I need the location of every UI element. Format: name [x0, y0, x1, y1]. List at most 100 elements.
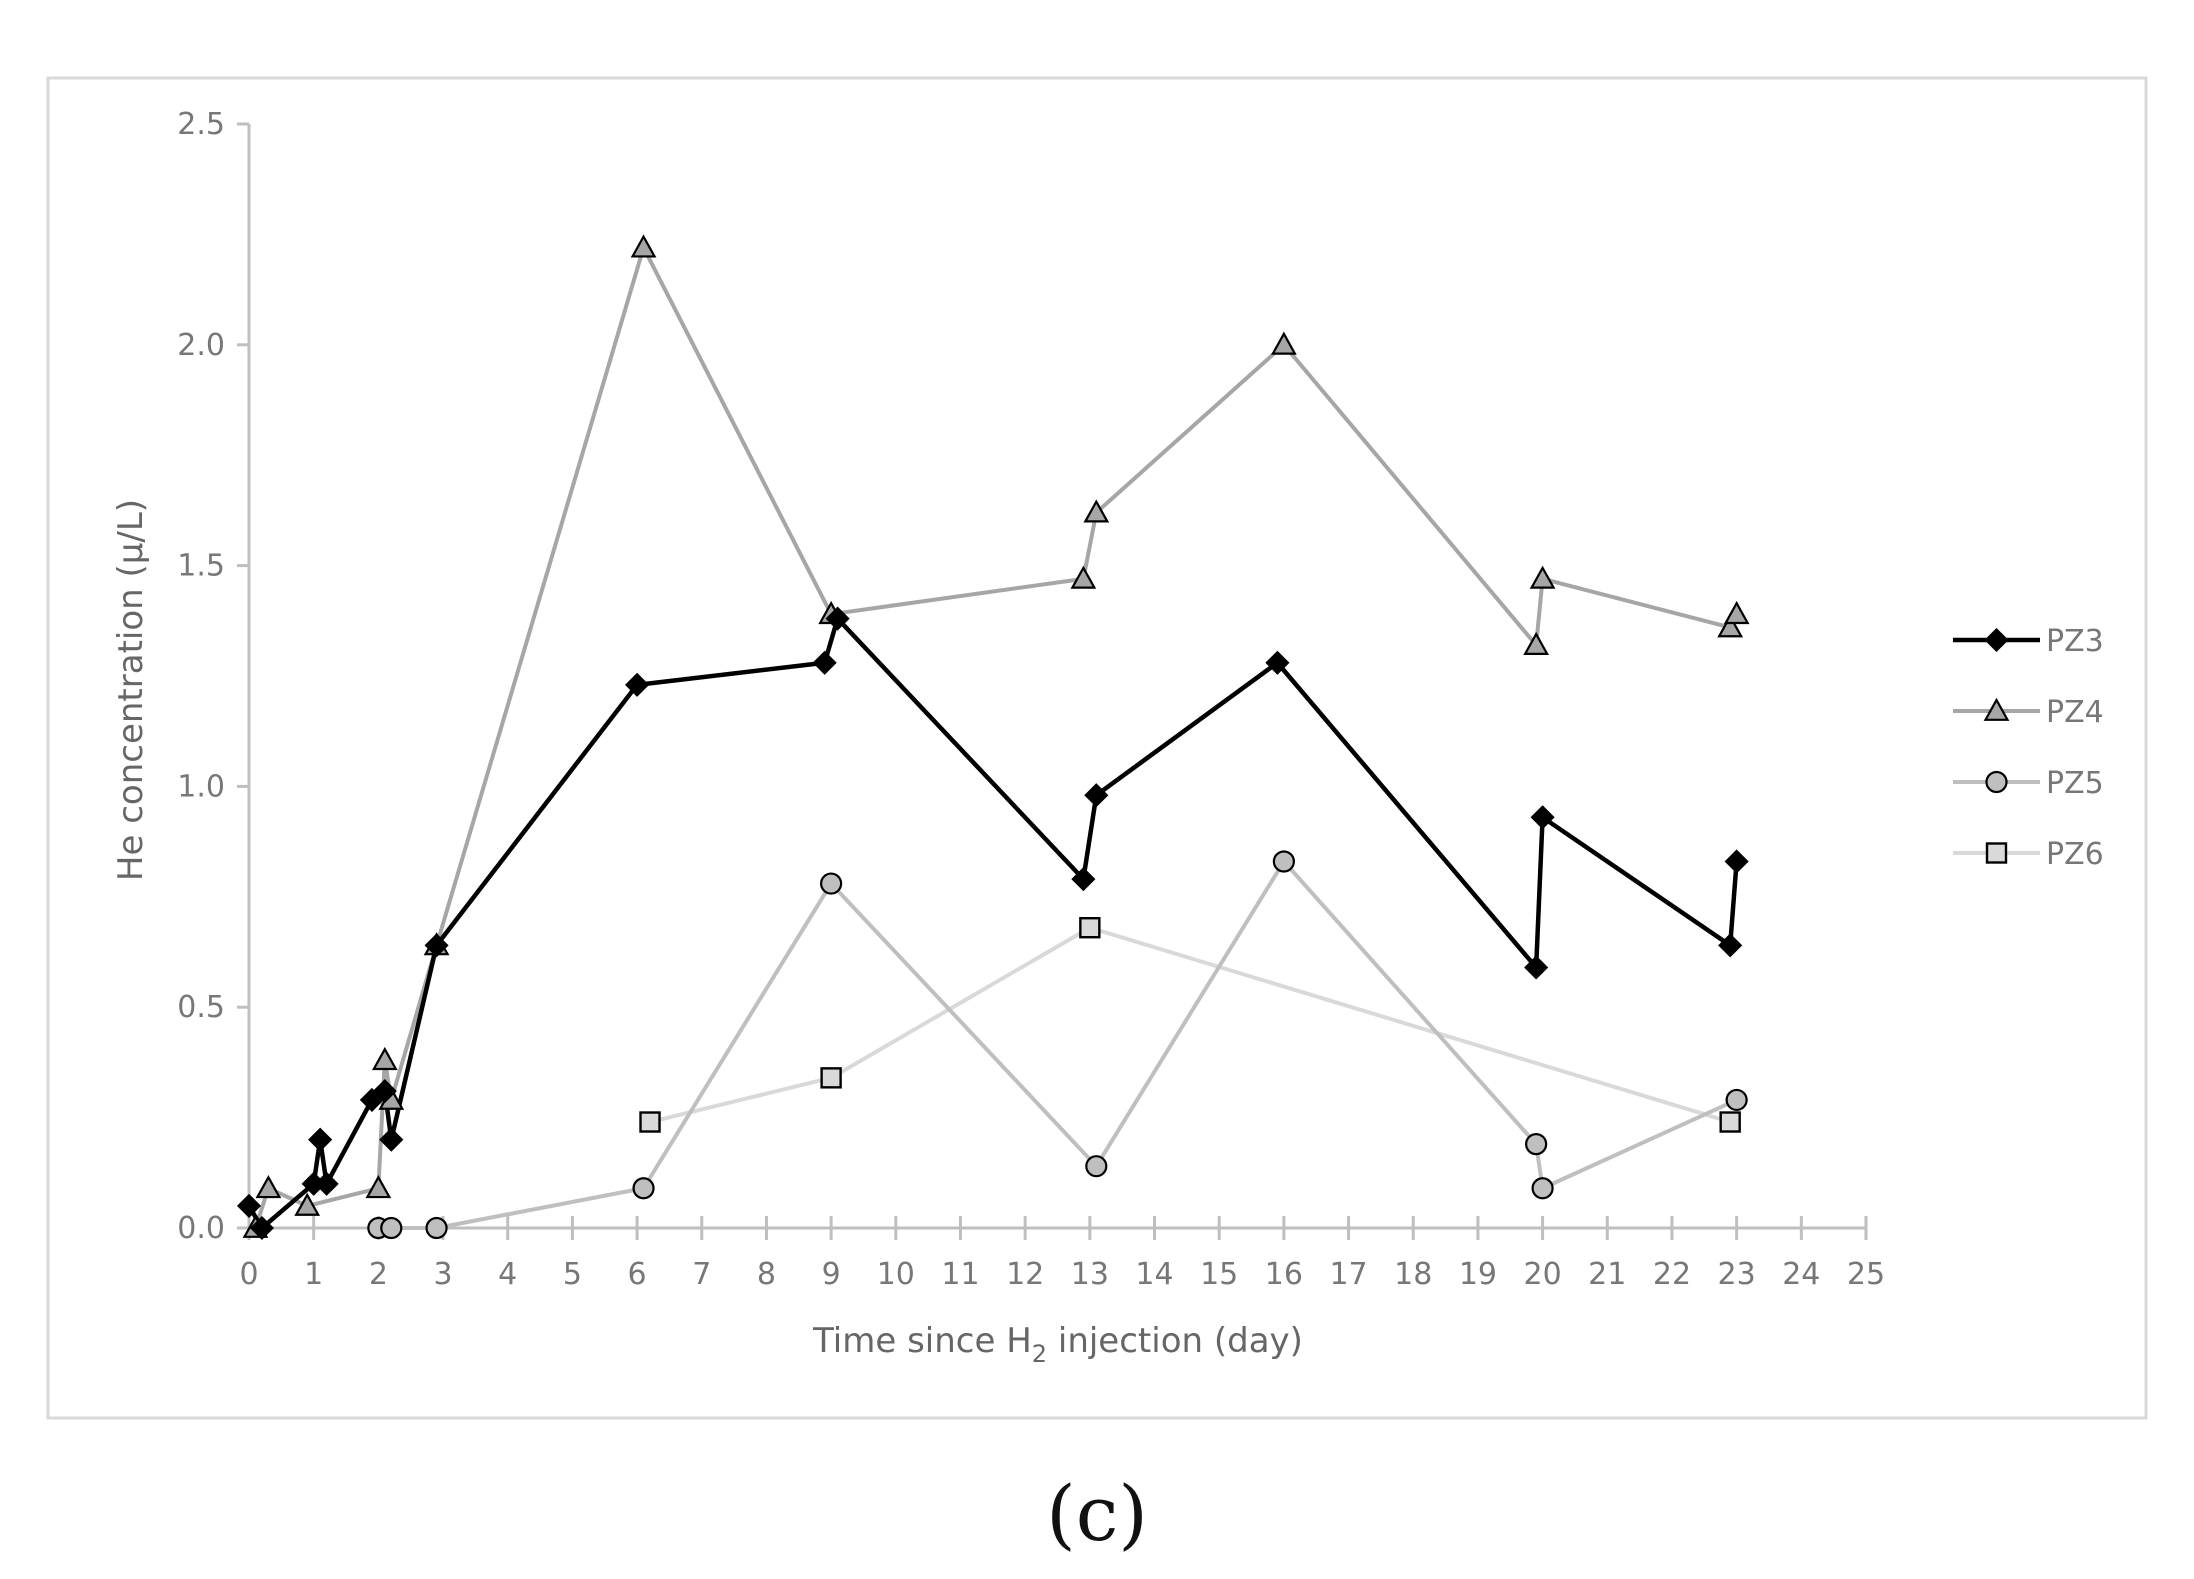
- x-tick-label: 3: [433, 1257, 452, 1292]
- data-point-pz3: [812, 650, 837, 675]
- x-tick-label: 24: [1782, 1257, 1820, 1292]
- legend-item-pz3: PZ3: [1953, 624, 2104, 659]
- legend-label: PZ3: [2046, 624, 2104, 659]
- legend: PZ3 PZ4 PZ5 PZ6: [1953, 624, 2104, 872]
- x-tick-label: 6: [628, 1257, 647, 1292]
- data-point-pz6: [1079, 917, 1101, 939]
- series-markers: [236, 234, 1750, 1241]
- legend-marker: [1983, 697, 2010, 721]
- x-axis-title-part-1: Time since H: [812, 1321, 1032, 1361]
- chart-frame: [46, 76, 2148, 1420]
- data-point-pz5: [1272, 850, 1295, 873]
- legend-item-pz6: PZ6: [1953, 837, 2104, 872]
- series-line-pz5: [378, 859, 1738, 1230]
- x-tick-label: 23: [1718, 1257, 1756, 1292]
- y-tick-label: 0.0: [177, 1211, 225, 1246]
- x-tick-label: 16: [1265, 1257, 1303, 1292]
- data-point-pz4: [1271, 331, 1297, 355]
- legend-marker: [1984, 627, 2009, 653]
- data-point-pz4: [1523, 631, 1550, 655]
- x-tick-label: 1: [304, 1257, 323, 1292]
- legend-label: PZ5: [2046, 766, 2104, 801]
- data-point-pz5: [1085, 1155, 1108, 1178]
- data-point-pz3: [825, 606, 850, 631]
- data-point-pz3: [1724, 849, 1749, 874]
- data-point-pz4: [365, 1174, 392, 1199]
- legend-label: PZ6: [2046, 837, 2104, 872]
- data-point-pz6: [1719, 1111, 1741, 1133]
- data-point-pz5: [632, 1177, 655, 1200]
- data-point-pz3: [1718, 933, 1743, 958]
- data-point-pz5: [820, 872, 843, 895]
- data-point-pz3: [424, 933, 449, 958]
- x-tick-label: 18: [1394, 1257, 1432, 1292]
- data-point-pz6: [639, 1111, 661, 1133]
- data-point-pz5: [1531, 1177, 1554, 1200]
- x-tick-label: 21: [1588, 1257, 1626, 1292]
- x-tick-label: 14: [1135, 1257, 1173, 1292]
- data-point-pz4: [630, 234, 657, 258]
- data-point-pz4: [294, 1192, 321, 1216]
- x-axis-title: Time since H2 injection (day): [812, 1321, 1303, 1368]
- y-tick-label: 2.5: [177, 107, 225, 142]
- data-point-pz3: [1524, 955, 1549, 980]
- x-tick-label: 7: [692, 1257, 711, 1292]
- x-tick-label: 19: [1459, 1257, 1497, 1292]
- data-point-pz3: [379, 1127, 404, 1152]
- legend-item-pz4: PZ4: [1953, 695, 2104, 730]
- data-point-pz3: [372, 1079, 397, 1104]
- data-point-pz4: [1723, 600, 1750, 625]
- x-tick-label: 2: [369, 1257, 388, 1292]
- data-point-pz3: [1265, 650, 1290, 675]
- x-tick-label: 5: [563, 1257, 582, 1292]
- data-point-pz3: [1530, 805, 1555, 830]
- x-tick-label: 8: [757, 1257, 776, 1292]
- data-point-pz3: [249, 1215, 274, 1241]
- data-point-pz3: [308, 1127, 333, 1152]
- x-tick-label: 4: [498, 1257, 517, 1292]
- x-tick-label: 12: [1006, 1257, 1044, 1292]
- data-point-pz5: [1725, 1088, 1748, 1112]
- data-point-pz3: [1084, 783, 1109, 808]
- data-point-pz4: [255, 1174, 282, 1199]
- data-point-pz5: [1525, 1132, 1548, 1156]
- axes: 0.00.51.01.52.02.50 1 2 3 4 5 6 7 8 9 10 11 12 13 14 15…: [177, 107, 1885, 1292]
- y-tick-label: 2.0: [177, 328, 225, 363]
- series-line-pz6: [649, 925, 1731, 1124]
- data-point-pz4: [1717, 614, 1744, 638]
- legend-marker: [1985, 842, 2008, 864]
- x-tick-label: 25: [1847, 1257, 1885, 1292]
- x-tick-label: 9: [822, 1257, 841, 1292]
- data-point-pz3: [236, 1193, 262, 1218]
- y-tick-label: 1.5: [177, 549, 225, 584]
- y-axis-title: He concentration (µ/L): [111, 499, 151, 881]
- legend-marker: [1985, 770, 2008, 794]
- x-tick-label: 13: [1071, 1257, 1109, 1292]
- x-tick-label: 11: [941, 1257, 979, 1292]
- data-point-pz6: [820, 1067, 842, 1089]
- x-tick-label: 22: [1653, 1257, 1691, 1292]
- y-tick-label: 1.0: [177, 769, 225, 804]
- data-point-pz5: [380, 1216, 403, 1240]
- data-point-pz3: [1071, 867, 1096, 892]
- series-line-pz4: [253, 245, 1739, 1229]
- x-tick-label: 20: [1524, 1257, 1562, 1292]
- x-tick-label: 10: [877, 1257, 915, 1292]
- data-point-pz4: [1083, 499, 1110, 523]
- x-tick-label: 17: [1329, 1257, 1367, 1292]
- x-tick-label: 15: [1200, 1257, 1238, 1292]
- x-tick-label: 0: [239, 1257, 258, 1292]
- data-point-pz4: [1070, 565, 1097, 589]
- data-point-pz4: [1529, 565, 1556, 589]
- legend-label: PZ4: [2046, 695, 2104, 730]
- data-point-pz3: [625, 672, 650, 697]
- data-point-pz5: [425, 1216, 448, 1240]
- panel-label: (c): [1046, 1469, 1148, 1558]
- legend-item-pz5: PZ5: [1953, 766, 2104, 801]
- data-point-pz4: [371, 1046, 398, 1071]
- x-axis-title-subscript: 2: [1032, 1340, 1047, 1368]
- data-point-pz3: [314, 1171, 339, 1196]
- y-tick-label: 0.5: [177, 990, 225, 1025]
- x-axis-title-part-2: injection (day): [1047, 1321, 1303, 1361]
